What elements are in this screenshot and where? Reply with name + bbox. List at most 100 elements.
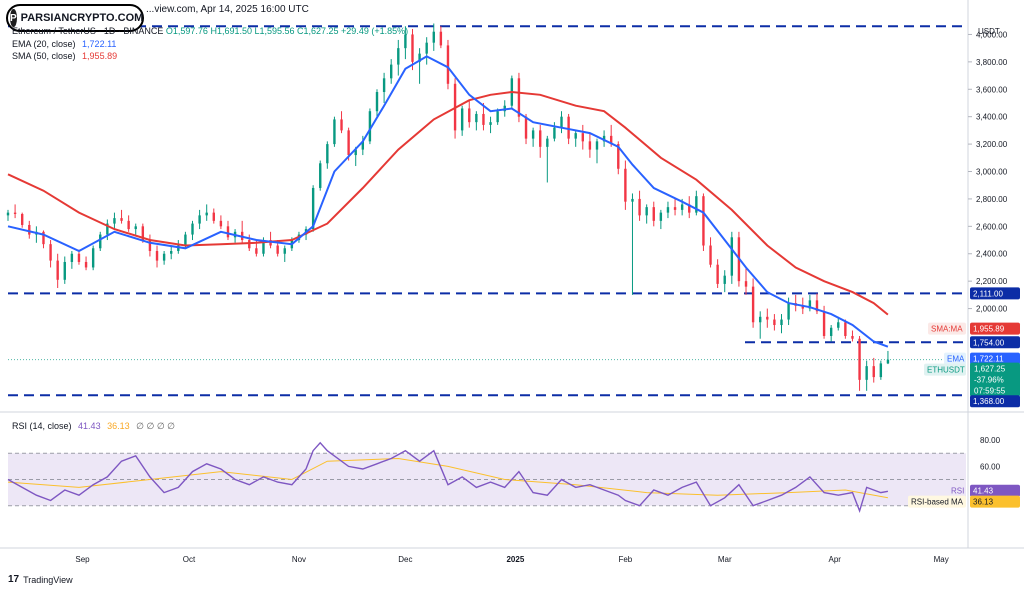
tag-level-1754: 1,754.00 (973, 338, 1005, 347)
candle-body-28 (205, 212, 208, 216)
price-tick-label-10: 2,000.00 (976, 305, 1008, 314)
tag-sma-value-bg (970, 322, 1020, 335)
candle-body-44 (319, 163, 322, 188)
tag-ema-value: 1,722.11 (973, 355, 1004, 364)
candle-body-66 (475, 113, 478, 123)
time-tick-label-6: Mar (718, 555, 732, 564)
candle-body-7 (56, 260, 59, 280)
published-line: ...view.com, Apr 14, 2025 16:00 UTC (146, 4, 309, 15)
candle-body-106 (759, 316, 762, 323)
symbol-header[interactable]: Ethereum / TetherUS · 1D · BINANCE O1,59… (12, 26, 408, 36)
time-tick-label-7: Apr (828, 555, 841, 564)
candle-body-108 (773, 319, 776, 326)
candle-body-93 (666, 207, 670, 213)
rsi-tick-label-1: 60.00 (980, 462, 1001, 471)
rsi-line (7, 441, 889, 514)
candle-body-92 (659, 212, 663, 221)
candle-body-37 (269, 240, 272, 246)
candle-body-12 (91, 248, 95, 268)
logo-text: PARSIANCRYPTO.COM (20, 12, 144, 24)
candle-body-82 (588, 141, 592, 150)
candle-body-97 (695, 196, 698, 213)
tag-rsi-ma-label-bg (908, 495, 966, 508)
candle-body-67 (482, 113, 485, 125)
candle-body-17 (127, 220, 130, 230)
candle-body-78 (560, 116, 563, 128)
candle-body-13 (99, 234, 102, 249)
candle-body-102 (730, 237, 734, 276)
price-tick-label-5: 3,000.00 (976, 168, 1008, 177)
tag-ema-value-bg (970, 352, 1020, 365)
candle-body-104 (744, 281, 748, 287)
tag-rsi-label-bg (948, 484, 966, 497)
candle-body-88 (631, 198, 634, 202)
rsi-legend-value: 41.43 (78, 421, 101, 431)
candle-body-54 (390, 64, 393, 79)
candle-body-68 (489, 122, 492, 125)
tag-ema-label: EMA (947, 355, 965, 364)
candle-body-105 (751, 286, 755, 323)
candle-body-123 (879, 363, 883, 378)
candle-body-96 (688, 204, 691, 213)
candle-body-89 (638, 198, 641, 216)
tag-rsi-label: RSI (951, 487, 964, 496)
candle-body-90 (645, 207, 648, 216)
candle-body-116 (829, 327, 833, 336)
candle-body-69 (496, 111, 499, 123)
candle-body-55 (397, 48, 400, 65)
price-tags: 2,111.00 1,955.89 SMA:MA 1,754.00 1,722.11 EM… (908, 287, 1020, 508)
tag-level-2111: 2,111.00 (973, 289, 1004, 298)
ema-legend[interactable]: EMA (20, close) 1,722.11 (12, 39, 116, 49)
tradingview-brand[interactable]: 17 TradingView (8, 574, 73, 585)
candle-body-18 (134, 226, 137, 230)
time-tick-label-8: May (934, 555, 949, 564)
candle-body-11 (84, 261, 88, 268)
price-tick-label-2: 3,600.00 (976, 85, 1008, 94)
time-tick-label-1: Oct (183, 555, 196, 564)
candle-body-34 (248, 240, 251, 249)
rsi-legend-name: RSI (14, close) (12, 421, 72, 431)
time-tick-label-0: Sep (75, 555, 90, 564)
candle-body-124 (886, 359, 890, 364)
candle-body-99 (709, 245, 712, 265)
candle-body-52 (375, 92, 379, 112)
time-tick-label-5: Feb (618, 555, 632, 564)
tag-level-2111-bg (970, 287, 1020, 300)
time-tick-label-2: Nov (292, 555, 306, 564)
tag-price-block (970, 362, 1020, 397)
candle-body-119 (851, 335, 854, 339)
candle-body-35 (255, 248, 258, 254)
tag-sma-label-bg (928, 322, 966, 335)
candle-body-59 (425, 42, 428, 54)
sma-legend[interactable]: SMA (50, close) 1,955.89 (12, 51, 117, 61)
tag-rsi-ma-value: 36.13 (973, 498, 994, 507)
grid (0, 0, 1024, 549)
time-tick-label-3: Dec (398, 555, 412, 564)
tradingview-text: TradingView (23, 574, 73, 585)
tag-price-value: 1,627.25 (974, 365, 1006, 374)
candles (6, 23, 890, 391)
candle-body-62 (446, 45, 450, 84)
candle-body-36 (262, 240, 265, 254)
time-tick-label-4: 2025 (506, 555, 524, 564)
candle-body-45 (326, 144, 329, 164)
symbol-line: Ethereum / TetherUS · 1D · BINANCE (12, 26, 164, 36)
rsi-legend[interactable]: RSI (14, close) 41.43 36.13 ∅ ∅ ∅ ∅ (12, 421, 175, 432)
sma50-line (7, 90, 889, 316)
candle-body-74 (531, 130, 535, 139)
tag-rsi-ma-label: RSI-based MA (911, 498, 964, 507)
candle-body-21 (155, 251, 159, 261)
candle-body-117 (837, 322, 840, 328)
price-tick-label-4: 3,200.00 (976, 140, 1008, 149)
candle-body-72 (517, 78, 521, 117)
candle-body-107 (766, 316, 769, 320)
tag-change-pct: -37.96% (974, 376, 1004, 385)
horizontal-levels (8, 25, 966, 397)
ema-legend-name: EMA (20, close) (12, 39, 76, 49)
candle-body-25 (184, 234, 187, 246)
candle-body-46 (333, 119, 336, 145)
rsi-ma-legend-value: 36.13 (107, 421, 130, 431)
candle-body-75 (539, 130, 542, 147)
